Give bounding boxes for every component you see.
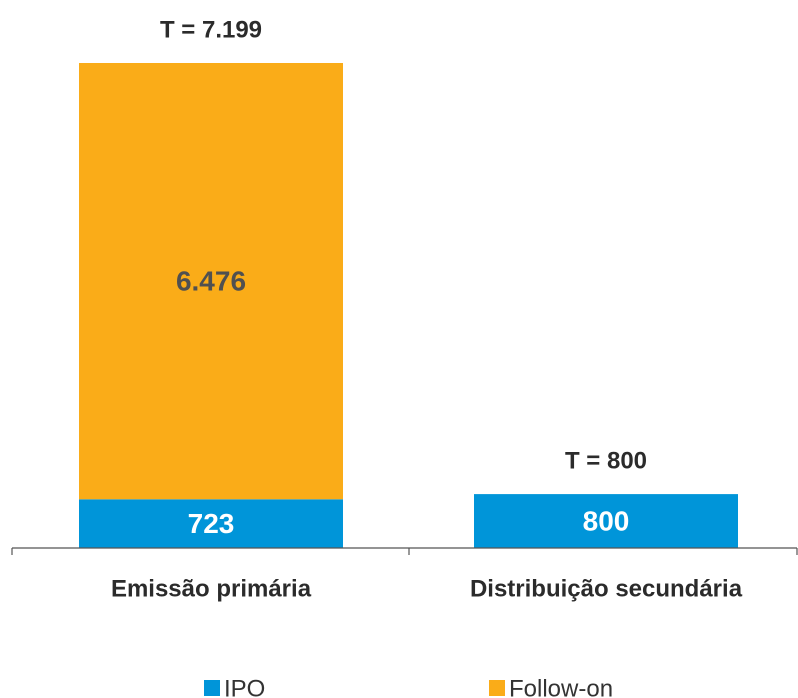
legend-swatch-ipo [204, 680, 220, 696]
bar-follow-on-emissao-primaria [79, 63, 343, 500]
legend-swatch-follow-on [489, 680, 505, 696]
legend: IPO Follow-on [204, 676, 613, 698]
bar-ipo-distribuicao-secundaria [474, 494, 738, 548]
x-tick-label-emissao-primaria: Emissão primária [111, 576, 312, 603]
x-tick-label-distribuicao-secundaria: Distribuição secundária [470, 576, 743, 603]
legend-label-follow-on: Follow-on [509, 676, 613, 698]
legend-label-ipo: IPO [224, 676, 265, 698]
total-label-distribuicao-secundaria: T = 800 [565, 448, 647, 475]
bar-ipo-emissao-primaria [79, 499, 343, 548]
data-label-ipo-emissao-primaria: 723 [188, 508, 235, 539]
data-label-follow-on-emissao-primaria: 6.476 [176, 266, 246, 297]
labels-layer: 723 6.476 T = 7.199 800 T = 800 [160, 17, 647, 540]
data-label-ipo-distribuicao-secundaria: 800 [583, 506, 630, 537]
total-label-emissao-primaria: T = 7.199 [160, 17, 262, 44]
bars-layer [79, 63, 738, 548]
x-axis: Emissão primária Distribuição secundária [11, 547, 798, 603]
